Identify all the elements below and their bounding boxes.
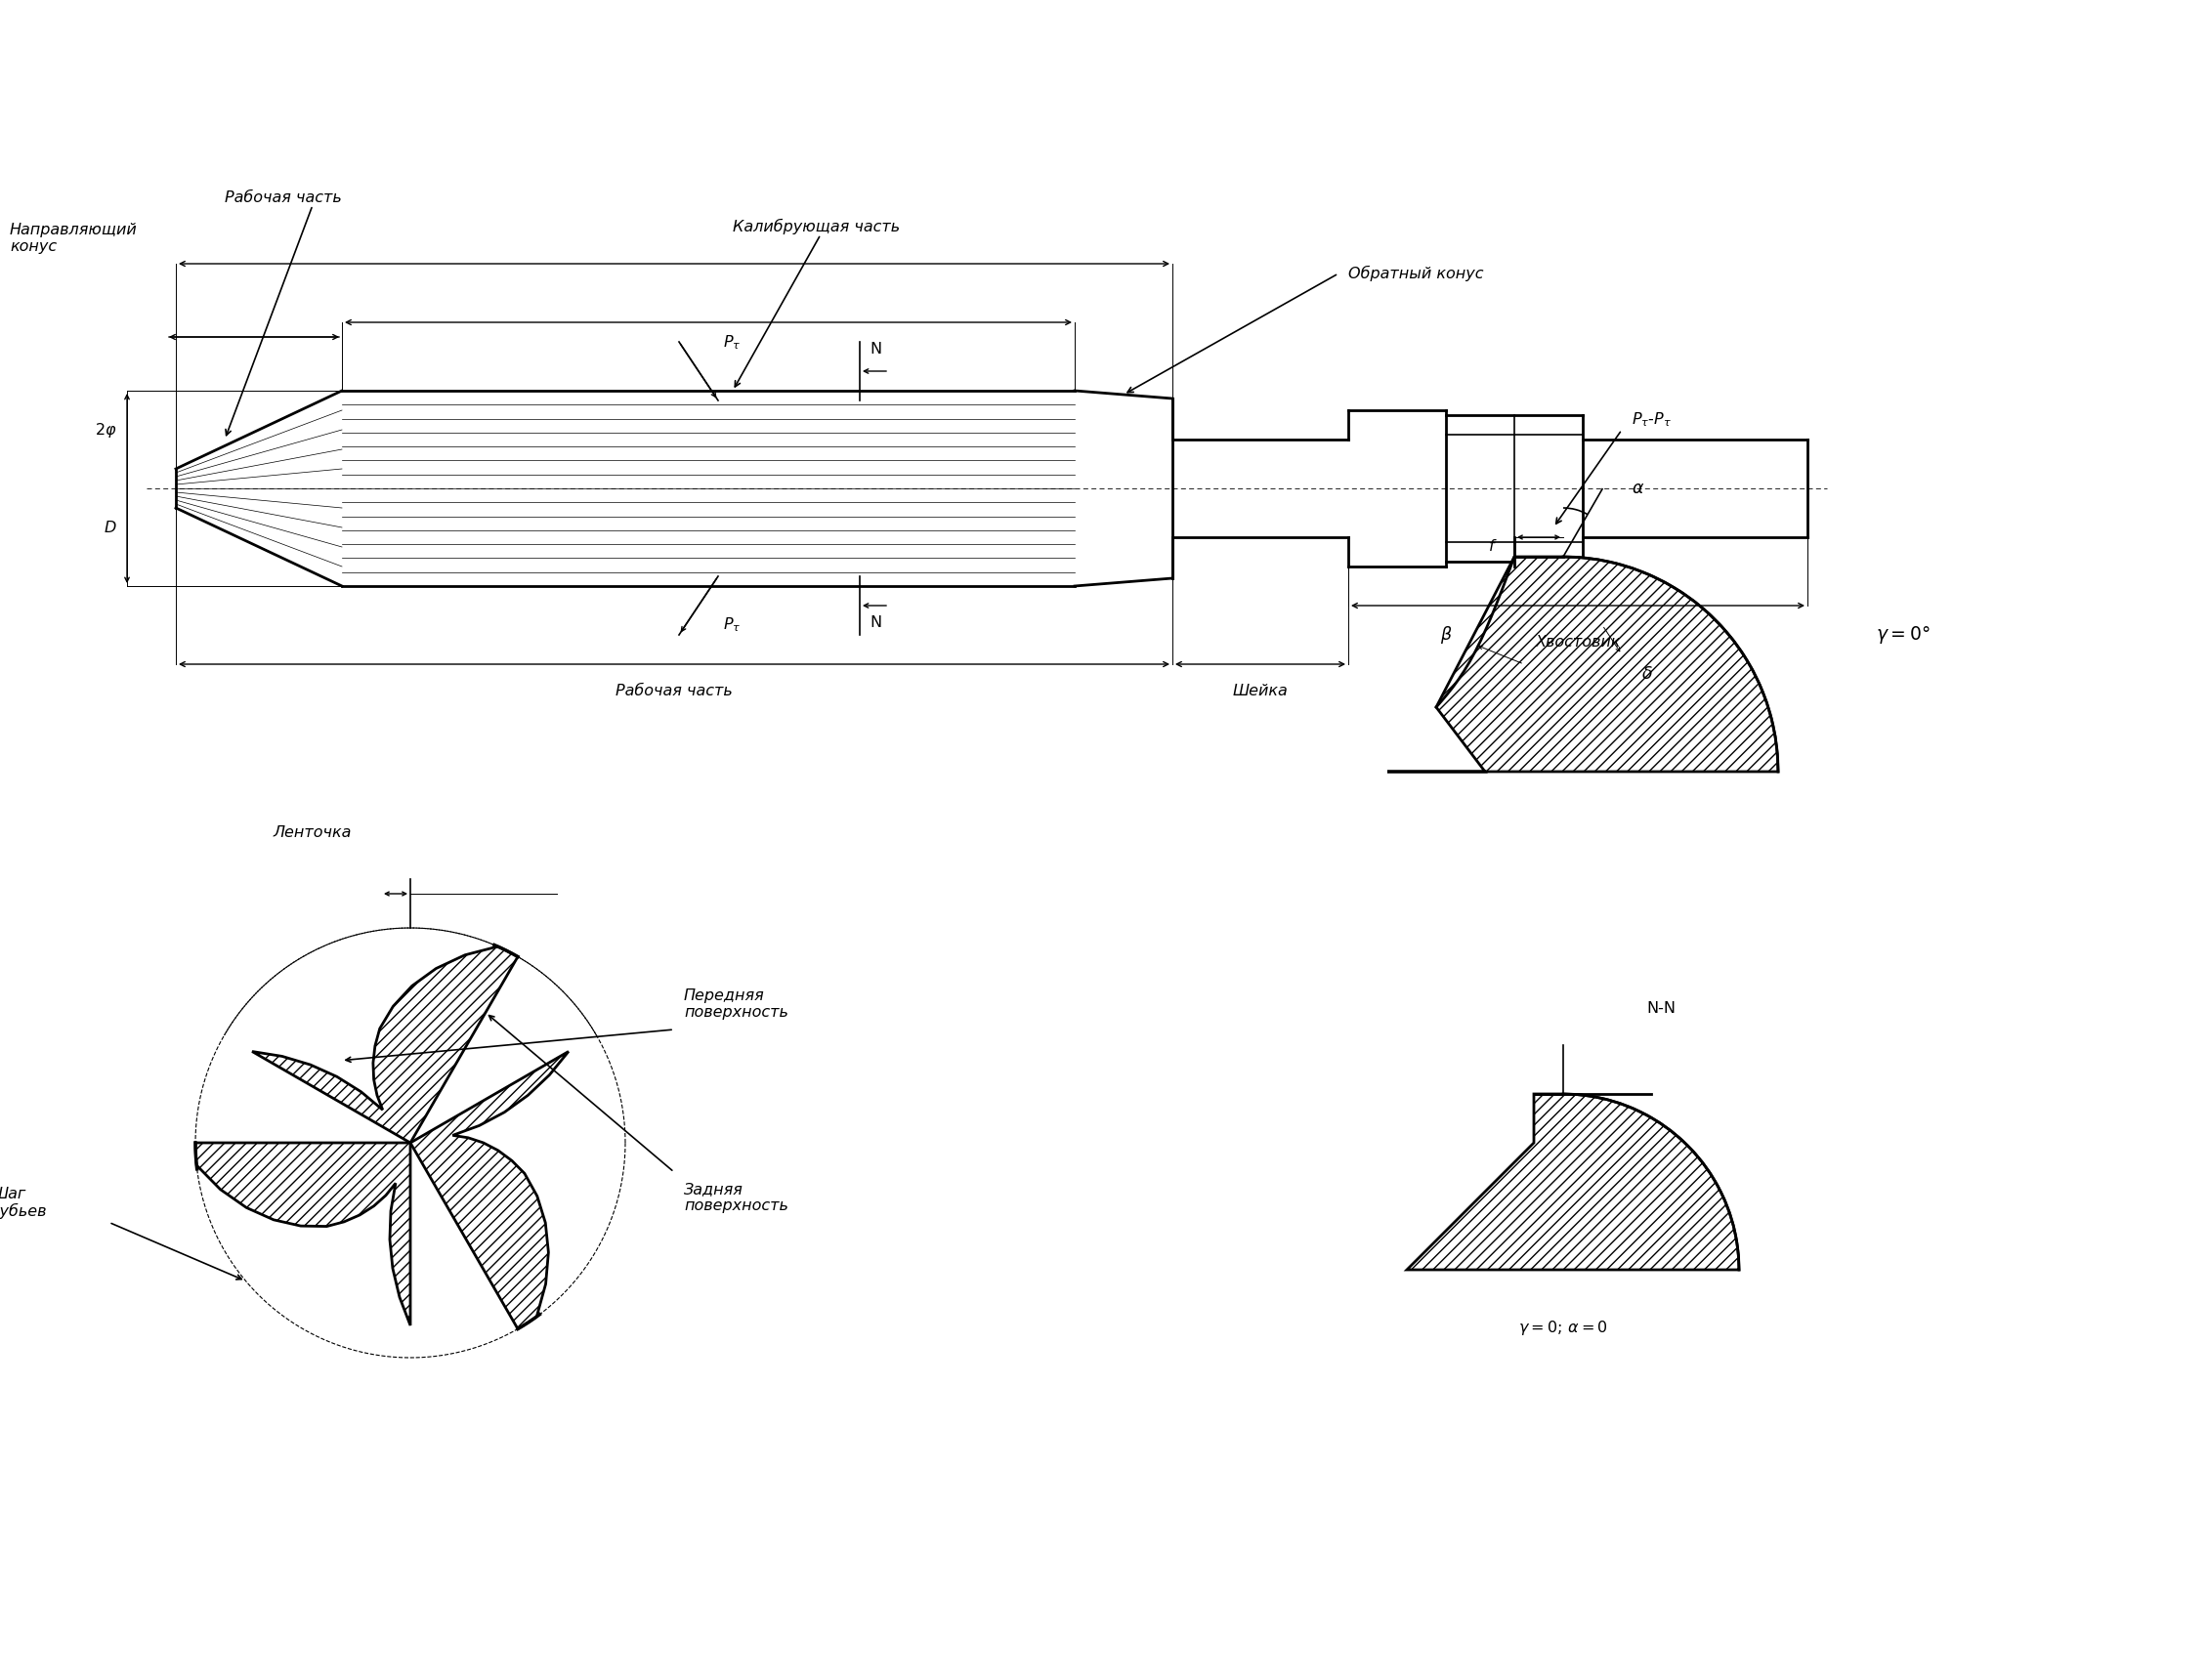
Polygon shape [252,946,519,1142]
Text: $P_\tau$-$P_\tau$: $P_\tau$-$P_\tau$ [1632,412,1671,428]
Text: Обратный конус: Обратный конус [1349,265,1484,281]
Text: Направляющий
конус: Направляющий конус [9,222,137,254]
Polygon shape [411,1052,567,1329]
Text: $2\varphi$: $2\varphi$ [95,420,117,438]
Text: Хвостовик: Хвостовик [1535,635,1621,650]
Text: Рабочая часть: Рабочая часть [616,684,733,699]
Polygon shape [194,1142,411,1326]
Polygon shape [1387,556,1777,771]
Text: $\delta$: $\delta$ [1641,665,1654,682]
Text: $P_\tau$: $P_\tau$ [722,333,742,351]
Text: Задняя
поверхность: Задняя поверхность [684,1181,788,1213]
Text: $\beta$: $\beta$ [1440,625,1453,645]
Text: $D$: $D$ [104,519,117,536]
Text: Калибрующая часть: Калибрующая часть [733,218,901,235]
Text: Ленточка: Ленточка [274,825,351,840]
Text: Шейка: Шейка [1232,684,1287,699]
Text: Передняя
поверхность: Передняя поверхность [684,988,788,1020]
Text: $\gamma = 0;\, \alpha = 0$: $\gamma = 0;\, \alpha = 0$ [1519,1319,1607,1337]
Text: $\gamma = 0°$: $\gamma = 0°$ [1877,625,1930,645]
Text: $\alpha$: $\alpha$ [1632,479,1645,497]
Text: Шаг
зубьев: Шаг зубьев [0,1186,46,1220]
Text: Рабочая часть: Рабочая часть [225,190,342,205]
Text: N: N [870,341,881,356]
Text: N: N [870,615,881,630]
Text: f: f [1490,539,1495,554]
Text: $P_\tau$: $P_\tau$ [722,615,742,633]
Text: N-N: N-N [1647,1001,1676,1016]
Polygon shape [1406,1094,1740,1270]
